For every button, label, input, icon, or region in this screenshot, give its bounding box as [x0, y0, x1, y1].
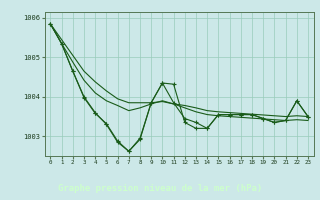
- Text: Graphe pression niveau de la mer (hPa): Graphe pression niveau de la mer (hPa): [58, 184, 262, 193]
